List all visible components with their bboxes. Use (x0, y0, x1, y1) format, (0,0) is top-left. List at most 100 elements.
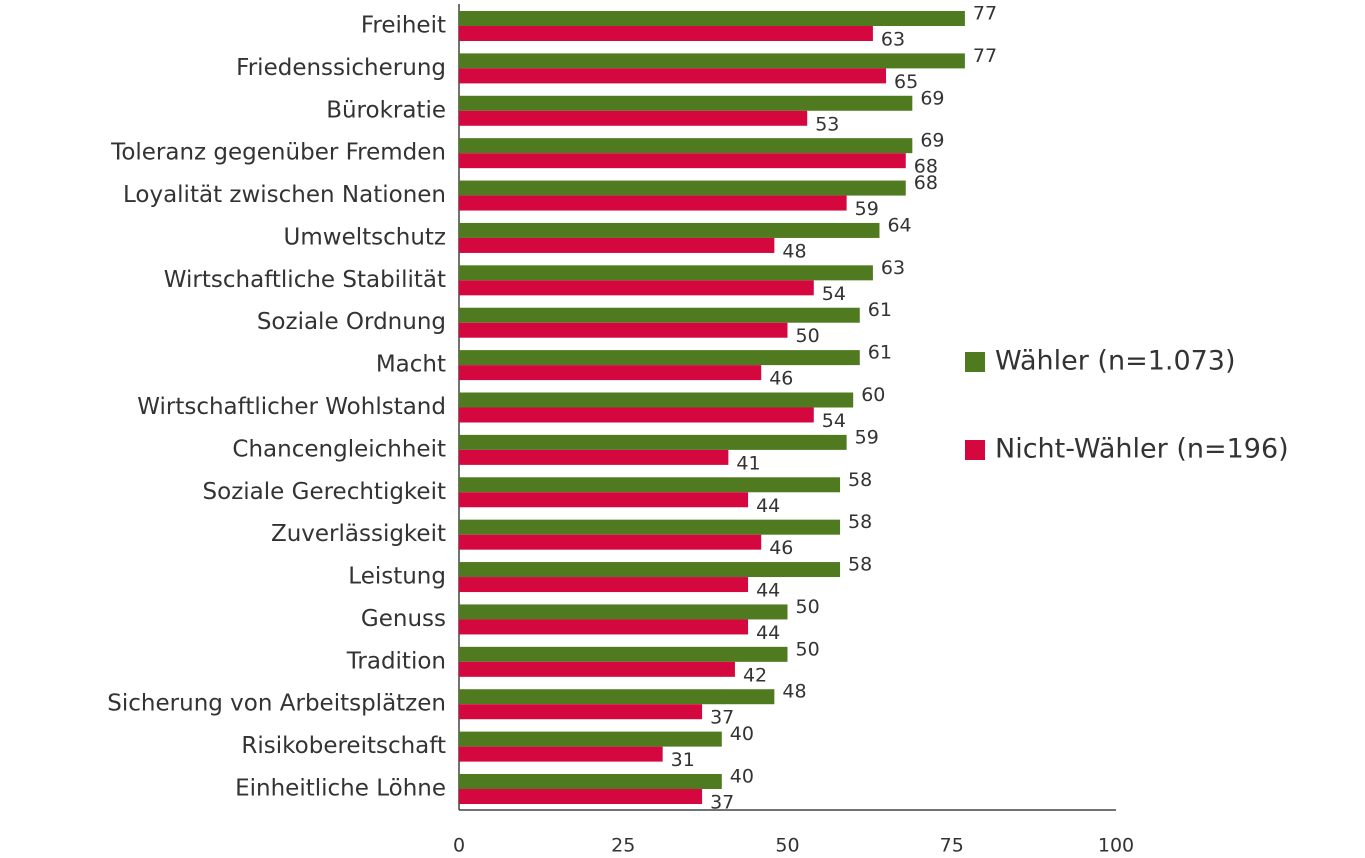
bar (459, 562, 841, 578)
data-label: 44 (756, 622, 780, 644)
y-tick-label: Bürokratie (326, 97, 446, 123)
bar (459, 110, 808, 126)
bar (459, 789, 703, 804)
data-label: 44 (756, 580, 780, 602)
y-tick-label: Genuss (361, 606, 446, 632)
data-label: 58 (848, 511, 872, 533)
data-label: 48 (782, 240, 806, 262)
data-label: 37 (710, 707, 734, 729)
bar (459, 519, 841, 535)
y-tick-label: Tradition (346, 648, 446, 674)
data-label: 54 (822, 410, 846, 432)
bar (459, 138, 913, 154)
data-label: 59 (855, 198, 879, 220)
legend-swatch (965, 440, 985, 460)
bar (459, 434, 847, 450)
data-label: 58 (848, 554, 872, 576)
bar (459, 68, 887, 84)
data-label: 59 (855, 426, 879, 448)
data-label: 40 (730, 723, 754, 745)
bar (459, 604, 788, 620)
y-tick-label: Macht (376, 352, 446, 378)
bar (459, 731, 722, 747)
bar (459, 534, 762, 550)
data-label: 68 (914, 156, 938, 178)
y-tick-label: Einheitliche Löhne (235, 776, 446, 802)
bar (459, 11, 965, 26)
legend-label: Wähler (n=1.073) (995, 346, 1236, 377)
data-label: 77 (973, 3, 997, 25)
data-label: 50 (796, 325, 820, 347)
bar (459, 392, 854, 408)
bar (459, 774, 722, 789)
data-label: 61 (868, 342, 892, 364)
data-label: 46 (769, 368, 793, 390)
y-tick-label: Wirtschaftlicher Wohlstand (137, 394, 446, 420)
y-tick-label: Umweltschutz (284, 224, 446, 250)
y-tick-label: Soziale Gerechtigkeit (203, 479, 446, 505)
bar (459, 222, 880, 238)
bar (459, 195, 847, 211)
y-tick-label: Wirtschaftliche Stabilität (164, 267, 446, 293)
data-label: 64 (887, 214, 911, 236)
bar (459, 689, 775, 705)
bar (459, 477, 841, 493)
data-label: 44 (756, 495, 780, 517)
y-tick-label: Zuverlässigkeit (271, 521, 446, 547)
x-tick-label: 100 (1098, 835, 1134, 857)
bar (459, 407, 814, 423)
bar (459, 280, 814, 296)
bar (459, 350, 860, 366)
bar (459, 746, 663, 762)
bar (459, 704, 703, 720)
bar (459, 237, 775, 253)
bar (459, 26, 873, 41)
bar (459, 153, 906, 169)
data-label: 40 (730, 766, 754, 788)
bar (459, 322, 788, 338)
data-label: 61 (868, 299, 892, 321)
x-tick-label: 50 (775, 835, 799, 857)
legend-label: Nicht-Wähler (n=196) (995, 434, 1289, 465)
data-label: 50 (796, 596, 820, 618)
bar (459, 492, 749, 508)
data-label: 48 (782, 681, 806, 703)
data-label: 63 (881, 29, 905, 51)
x-tick-label: 0 (453, 835, 465, 857)
data-label: 42 (743, 664, 767, 686)
data-label: 53 (815, 113, 839, 135)
legend-swatch (965, 352, 985, 372)
y-tick-label: Soziale Ordnung (257, 309, 446, 335)
bar (459, 449, 729, 465)
data-label: 37 (710, 792, 734, 814)
bar (459, 180, 906, 196)
y-tick-label: Chancengleichheit (232, 436, 446, 462)
bar (459, 661, 735, 677)
data-label: 68 (914, 172, 938, 194)
bar (459, 619, 749, 635)
data-label: 63 (881, 257, 905, 279)
y-tick-label: Loyalität zwischen Nationen (123, 182, 446, 208)
bar (459, 307, 860, 323)
data-label: 77 (973, 45, 997, 67)
y-tick-label: Freiheit (361, 13, 446, 39)
y-tick-label: Toleranz gegenüber Fremden (110, 140, 446, 166)
data-label: 54 (822, 283, 846, 305)
data-label: 65 (894, 71, 918, 93)
bar (459, 646, 788, 662)
data-label: 69 (920, 130, 944, 152)
y-tick-label: Leistung (348, 564, 446, 590)
bar (459, 577, 749, 593)
data-label: 58 (848, 469, 872, 491)
bar (459, 53, 965, 69)
x-tick-label: 25 (611, 835, 635, 857)
y-tick-label: Risikobereitschaft (241, 733, 446, 759)
data-label: 69 (920, 87, 944, 109)
y-tick-label: Sicherung von Arbeitsplätzen (107, 691, 446, 717)
bar (459, 265, 873, 281)
data-label: 31 (671, 749, 695, 771)
bar (459, 95, 913, 111)
bar (459, 365, 762, 381)
data-label: 41 (736, 452, 760, 474)
